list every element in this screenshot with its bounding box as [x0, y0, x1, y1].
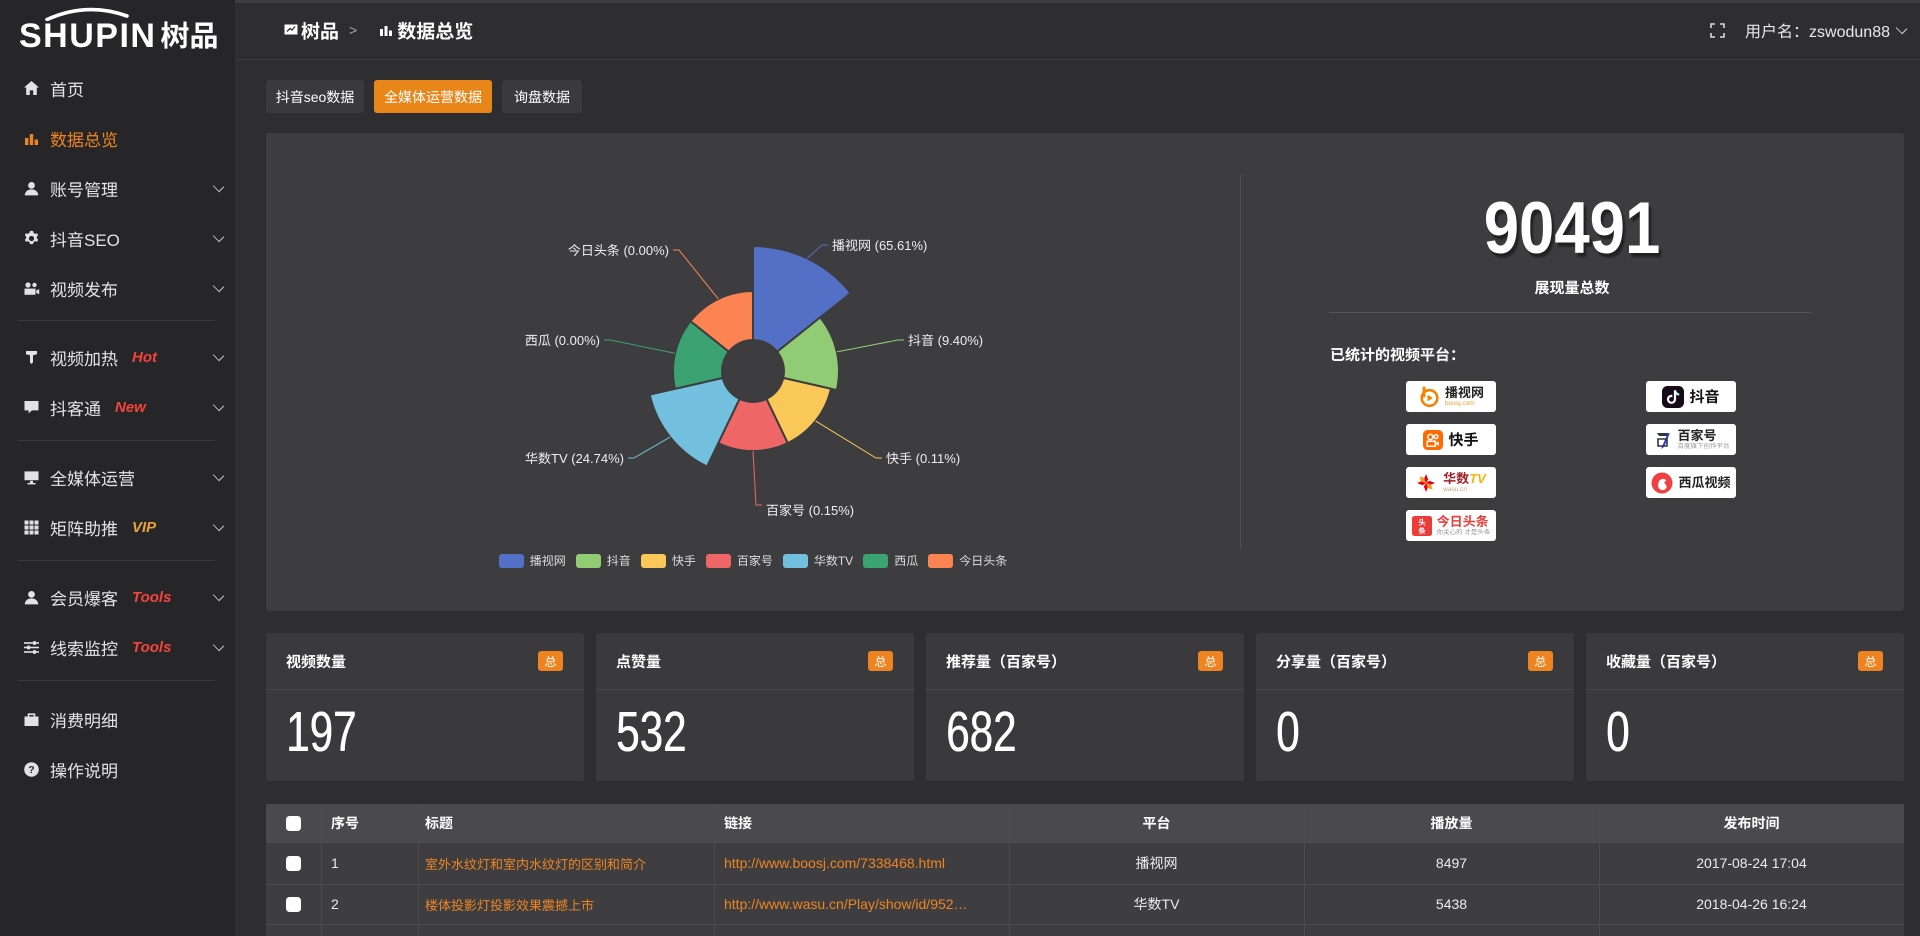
svg-text:?: ? [28, 764, 34, 776]
svg-text:华数TV (24.74%): 华数TV (24.74%) [525, 451, 624, 466]
svg-text:今日头条 (0.00%): 今日头条 (0.00%) [568, 243, 669, 258]
svg-text:播视网 (65.61%): 播视网 (65.61%) [832, 238, 927, 253]
svg-text:条: 条 [1418, 526, 1426, 535]
svg-text:头: 头 [1418, 518, 1426, 527]
svg-text:快手 (0.11%): 快手 (0.11%) [886, 451, 960, 466]
svg-text:百家号 (0.15%): 百家号 (0.15%) [766, 503, 854, 518]
svg-text:抖音 (9.40%): 抖音 (9.40%) [908, 333, 983, 348]
svg-text:西瓜 (0.00%): 西瓜 (0.00%) [525, 333, 600, 348]
